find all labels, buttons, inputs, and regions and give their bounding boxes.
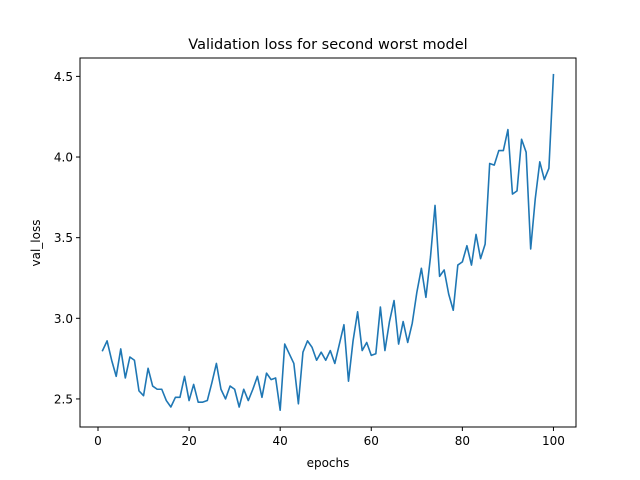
axes-frame [79, 57, 577, 428]
x-tick-label: 60 [364, 434, 379, 448]
y-tick-label: 4.5 [54, 70, 73, 84]
x-tick-label: 80 [455, 434, 470, 448]
x-tick-label: 40 [273, 434, 288, 448]
y-axis-label: val_loss [29, 220, 43, 267]
x-tick-label: 100 [542, 434, 565, 448]
plot-area [101, 73, 555, 412]
y-tick-label: 3.5 [54, 231, 73, 245]
y-tick-label: 2.5 [54, 392, 73, 406]
x-axis-label: epochs [307, 456, 350, 470]
val-loss-line [101, 73, 555, 412]
x-tick-label: 20 [181, 434, 196, 448]
x-tick-label: 0 [94, 434, 102, 448]
axis-ticks: 0 20 40 60 80 100 2.5 3.0 3.5 4.0 4.5 [54, 70, 565, 448]
y-tick-label: 3.0 [54, 312, 73, 326]
y-tick-label: 4.0 [54, 151, 73, 165]
chart-title: Validation loss for second worst model [188, 37, 467, 53]
